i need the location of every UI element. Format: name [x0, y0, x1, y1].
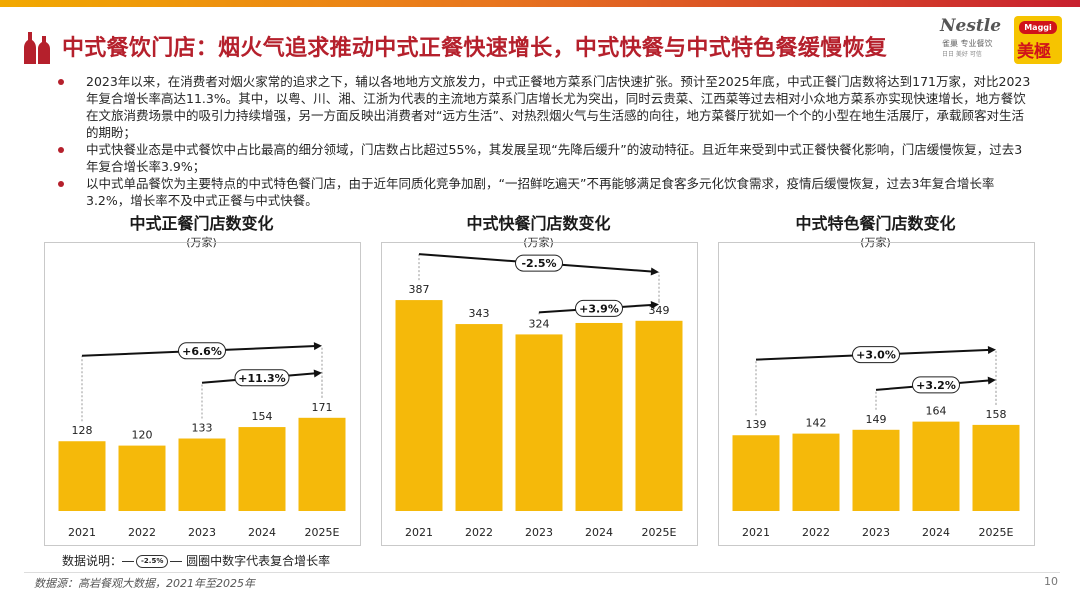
bullet-item: 中式快餐业态是中式餐饮中占比最高的细分领域，门店数占比超过55%，其发展呈现“先… — [58, 141, 1033, 175]
nestle-logo-subtext: 雀巢 专业餐饮 — [942, 39, 993, 48]
note-prefix: 数据说明： — [62, 554, 123, 568]
data-label: 158 — [986, 408, 1007, 421]
cagr-label: +11.3% — [238, 372, 285, 385]
bullet-list: 2023年以来，在消费者对烟火家常的追求之下，辅以各地地方文旅发力，中式正餐地方… — [58, 73, 1033, 209]
cagr-badge — [515, 254, 563, 272]
data-label: 120 — [132, 429, 153, 442]
bullet-text: 以中式单品餐饮为主要特点的中式特色餐门店，由于近年同质化竞争加剧，“一招鲜吃遍天… — [86, 176, 995, 208]
cagr-label: -2.5% — [521, 257, 556, 270]
cagr-label: +3.2% — [916, 379, 956, 392]
bar-2025E — [298, 417, 346, 511]
chart-kuaican: 38720213432022324202334520243492025E-2.5… — [395, 253, 683, 539]
cagr-arrow-head-icon — [650, 267, 659, 276]
data-source: 数据源：高岩餐观大数据，2021年至2025年 — [34, 577, 255, 590]
cagr-badge — [234, 369, 290, 387]
cagr-label: +6.6% — [182, 345, 222, 358]
footer-divider — [24, 572, 1060, 573]
cagr-arrow-head-icon — [987, 376, 996, 385]
x-tick-label: 2023 — [525, 526, 553, 539]
x-tick-label: 2025E — [979, 526, 1014, 539]
data-label: 387 — [409, 283, 430, 296]
x-tick-label: 2024 — [248, 526, 276, 539]
x-tick-label: 2025E — [305, 526, 340, 539]
bullet-dot-icon — [58, 181, 64, 187]
cagr-badge — [178, 342, 226, 360]
note-badge: -2.5% — [136, 555, 169, 568]
maggi-logo: Maggi 美極 — [1014, 16, 1062, 64]
bullet-item: 2023年以来，在消费者对烟火家常的追求之下，辅以各地地方文旅发力，中式正餐地方… — [58, 73, 1033, 141]
data-label: 142 — [806, 417, 827, 430]
bar-2021 — [395, 300, 443, 511]
note-line-icon — [122, 561, 135, 562]
nestle-logo-tagline: 日日 美好 可信 — [942, 51, 982, 58]
x-tick-label: 2021 — [405, 526, 433, 539]
bar-2025E — [635, 320, 683, 511]
chart-panel-zhengcan: 128 2021 120 2022 133 2023 154 2024 171 2025E +6.6… — [44, 242, 361, 546]
cagr-arrow-head-icon — [313, 342, 322, 351]
maggi-logo-cn: 美極 — [1017, 42, 1051, 62]
x-tick-label: 2023 — [188, 526, 216, 539]
note-line-icon — [170, 561, 183, 562]
data-label: 154 — [252, 410, 273, 423]
data-note: 数据说明： -2.5% 圆圈中数字代表复合增长率 — [62, 552, 330, 569]
bar-2022 — [792, 433, 840, 511]
cagr-badge — [575, 299, 623, 317]
x-tick-label: 2024 — [922, 526, 950, 539]
chart-panel-tesecan: 139 2021 142 2022 149 2023 164 2024 158 2025E +3.0… — [718, 242, 1035, 546]
cagr-badge — [852, 346, 900, 364]
bar-2022 — [118, 445, 166, 511]
bullet-dot-icon — [58, 79, 64, 85]
note-text: 圆圈中数字代表复合增长率 — [186, 554, 331, 568]
nestle-logo: Nestle 雀巢 专业餐饮 日日 美好 可信 — [940, 16, 1012, 64]
chart-panel-kuaican: 38720213432022324202334520243492025E-2.5… — [381, 242, 698, 546]
x-tick-label: 2022 — [802, 526, 830, 539]
maggi-logo-text: Maggi — [1019, 21, 1057, 34]
bullet-text: 2023年以来，在消费者对烟火家常的追求之下，辅以各地地方文旅发力，中式正餐地方… — [86, 74, 1031, 140]
data-label: 128 — [72, 424, 93, 437]
nestle-logo-text: Nestle — [940, 16, 1002, 36]
cagr-badge — [912, 376, 960, 394]
x-tick-label: 2022 — [465, 526, 493, 539]
data-label: 171 — [312, 401, 333, 414]
x-tick-label: 2021 — [742, 526, 770, 539]
page-number: 10 — [1044, 575, 1058, 588]
x-tick-label: 2025E — [642, 526, 677, 539]
cagr-arrow-head-icon — [313, 369, 322, 378]
x-tick-label: 2024 — [585, 526, 613, 539]
cagr-arrow-head-icon — [987, 345, 996, 354]
bar-2023 — [852, 429, 900, 511]
bottles-icon — [24, 32, 50, 64]
bar-2025E — [972, 424, 1020, 511]
chart-title: 中式快餐门店数变化 — [466, 214, 611, 233]
data-label: 133 — [192, 422, 213, 435]
chart-tesecan: 139 2021 142 2022 149 2023 164 2024 158 2025E +3.0… — [732, 345, 1020, 539]
bar-2021 — [58, 441, 106, 511]
bar-2023 — [178, 438, 226, 511]
bullet-text: 中式快餐业态是中式餐饮中占比最高的细分领域，门店数占比超过55%，其发展呈现“先… — [86, 142, 1023, 174]
x-tick-label: 2023 — [862, 526, 890, 539]
data-label: 139 — [746, 418, 767, 431]
x-tick-label: 2022 — [128, 526, 156, 539]
bar-2023 — [515, 334, 563, 511]
chart-title: 中式正餐门店数变化 — [129, 214, 274, 233]
bullet-item: 以中式单品餐饮为主要特点的中式特色餐门店，由于近年同质化竞争加剧，“一招鲜吃遍天… — [58, 175, 1033, 209]
page-title: 中式餐饮门店：烟火气追求推动中式正餐快速增长，中式快餐与中式特色餐缓慢恢复 — [62, 36, 888, 61]
cagr-arrow-head-icon — [650, 300, 659, 309]
bar-2024 — [238, 427, 286, 511]
bullet-dot-icon — [58, 147, 64, 153]
bar-2024 — [912, 421, 960, 511]
cagr-label: +3.0% — [856, 349, 896, 362]
top-accent-bar — [0, 0, 1080, 7]
bar-2022 — [455, 324, 503, 511]
cagr-label: +3.9% — [579, 302, 619, 315]
data-label: 324 — [529, 317, 550, 330]
chart-title: 中式特色餐门店数变化 — [795, 214, 956, 233]
bar-2021 — [732, 435, 780, 511]
chart-zhengcan: 128 2021 120 2022 133 2023 154 2024 171 2025E +6.6… — [58, 342, 346, 539]
x-tick-label: 2021 — [68, 526, 96, 539]
data-label: 343 — [469, 307, 490, 320]
data-label: 164 — [926, 405, 947, 418]
bar-2024 — [575, 322, 623, 511]
data-label: 149 — [866, 413, 887, 426]
